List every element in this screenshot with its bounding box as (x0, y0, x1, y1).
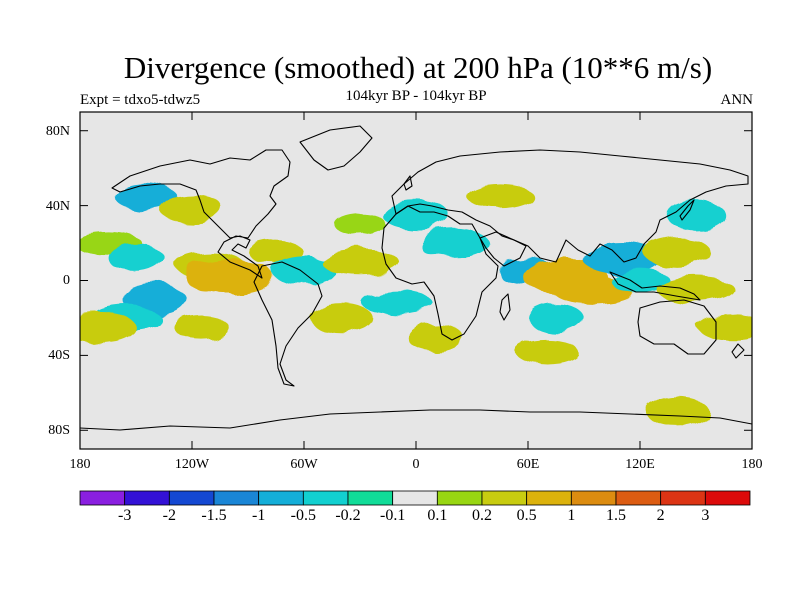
colorbar-label: -1 (251, 507, 266, 524)
divergence-cell (466, 183, 534, 209)
map-title: Divergence (smoothed) at 200 hPa (10**6 … (123, 50, 713, 85)
y-tick-label: 0 (63, 273, 70, 288)
colorbar-label: 1.5 (606, 507, 626, 524)
divergence-cell (108, 243, 164, 273)
divergence-cell (645, 396, 709, 427)
colorbar-label: -2 (162, 507, 176, 524)
colorbar-label: -0.2 (335, 507, 361, 524)
colorbar-label: -0.5 (290, 507, 316, 524)
x-tick-label: 120E (625, 457, 655, 472)
x-tick-label: 180 (69, 457, 91, 472)
europe-africa-coast (381, 205, 499, 341)
season-label: ANN (720, 92, 754, 108)
colorbar-label: 0.1 (427, 507, 448, 524)
eurasia-coast (391, 149, 749, 263)
divergence-cell (698, 314, 752, 341)
arabia-coast (479, 231, 527, 267)
british-isles-coast (403, 175, 413, 191)
y-tick-label: 80N (45, 124, 70, 139)
divergence-cell (173, 315, 229, 340)
divergence-cell (528, 303, 584, 333)
divergence-cell (184, 258, 274, 295)
divergence-cell (272, 256, 336, 286)
antarctica-coast (80, 409, 752, 431)
divergence-cell (515, 339, 579, 364)
colorbar-label: 3 (701, 507, 710, 524)
divergence-cell (334, 213, 386, 236)
x-tick-label: 0 (412, 457, 420, 472)
divergence-cell (160, 194, 224, 225)
colorbar-label: 1 (567, 507, 576, 524)
divergence-cell (407, 321, 463, 352)
divergence-cell (321, 248, 399, 275)
x-tick-label: 120W (174, 457, 210, 472)
north-america-coast (111, 149, 291, 279)
x-tick-label: 180 (741, 457, 763, 472)
colorbar-label: -0.1 (379, 507, 406, 524)
indonesia-coast (609, 271, 701, 301)
y-tick-label: 80S (48, 423, 70, 438)
x-tick-label: 60W (290, 457, 318, 472)
colorbar-label: 2 (656, 507, 665, 524)
colorbar-label: 0.5 (516, 507, 537, 524)
colorbar-label: 0.2 (472, 507, 492, 524)
colorbar-label: -3 (117, 507, 132, 524)
australia-coast (637, 299, 717, 355)
y-tick-label: 40N (45, 199, 70, 214)
divergence-field (80, 183, 752, 427)
experiment-label: Expt = tdxo5-tdwz5 (80, 92, 201, 108)
x-tick-label: 60E (516, 457, 540, 472)
divergence-cell (361, 291, 433, 315)
divergence-cell (644, 237, 711, 268)
divergence-cell (666, 199, 726, 231)
madagascar-coast (499, 293, 511, 321)
axis-ticks (79, 112, 753, 449)
south-america-coast (253, 261, 323, 387)
divergence-cell (382, 200, 450, 230)
divergence-cell (309, 303, 373, 333)
divergence-cell (80, 311, 136, 343)
new-zealand-coast (731, 343, 745, 359)
y-tick-label: 40S (48, 348, 70, 363)
greenland-coast (299, 125, 373, 171)
divergence-cell (417, 228, 489, 258)
period-label: 104kyr BP - 104kyr BP (345, 88, 487, 104)
coastlines (80, 125, 752, 431)
divergence-cell (114, 183, 177, 210)
japan-coast (679, 199, 695, 221)
colorbar-label: -1.5 (201, 507, 227, 524)
